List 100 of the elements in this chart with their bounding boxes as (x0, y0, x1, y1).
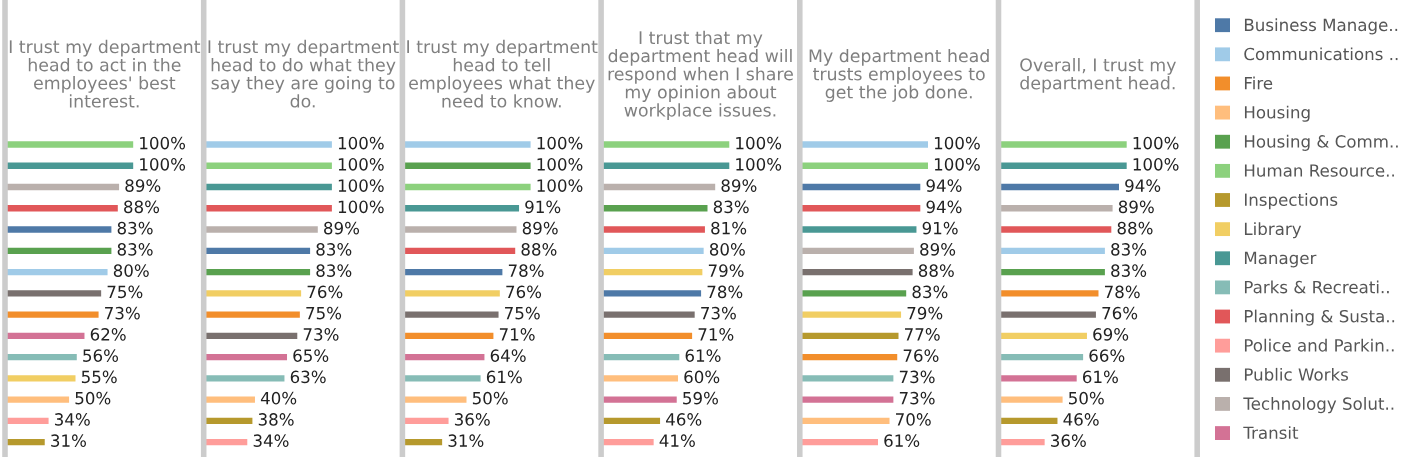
bar (998, 183, 1119, 191)
data-label: 89% (324, 221, 360, 235)
bar (5, 396, 70, 403)
data-label: 100% (736, 136, 782, 150)
data-label: 76% (307, 285, 343, 299)
data-label: 79% (708, 264, 744, 277)
bar (998, 268, 1105, 276)
bar (601, 268, 703, 276)
data-label: 73% (899, 391, 935, 405)
bar (402, 353, 485, 361)
bar (998, 226, 1112, 233)
data-label: 34% (253, 434, 289, 447)
data-label: 73% (899, 370, 935, 384)
data-label: 100% (338, 179, 384, 192)
bar (998, 162, 1127, 169)
chart-title: I trust my department head to act in the employees' best interest. (9, 39, 201, 108)
data-label: 73% (105, 306, 140, 320)
data-label: 76% (506, 285, 542, 299)
data-label: 80% (113, 264, 149, 277)
bar (402, 205, 520, 212)
data-label: 69% (1093, 328, 1129, 341)
data-label: 50% (1069, 391, 1104, 405)
data-label: 100% (1133, 136, 1179, 150)
bar (203, 162, 332, 169)
data-label: 71% (698, 328, 734, 341)
data-label: 100% (338, 200, 384, 214)
bar (203, 268, 311, 276)
data-label: 61% (1082, 370, 1118, 384)
data-label: 89% (125, 179, 161, 192)
data-label: 73% (701, 306, 736, 320)
data-label: 71% (499, 328, 535, 341)
data-label: 65% (293, 349, 329, 362)
bar (5, 353, 77, 361)
bar (5, 162, 134, 169)
bar (402, 332, 494, 340)
data-label: 83% (713, 200, 749, 214)
bar (5, 141, 134, 148)
category-label: Transit (1243, 426, 1299, 440)
bar (5, 268, 108, 276)
data-label: 89% (920, 243, 956, 256)
data-label: 61% (884, 434, 920, 447)
category-label: Police and Parkin.. (1244, 338, 1394, 352)
bar (203, 205, 332, 212)
bar (402, 311, 499, 318)
data-label: 100% (140, 136, 186, 150)
data-label: 88% (521, 243, 557, 256)
category-label: Public Works (1244, 367, 1349, 381)
bar (402, 141, 531, 148)
bar (203, 396, 255, 403)
bar (998, 332, 1087, 340)
bar (5, 311, 99, 318)
data-label: 76% (1102, 306, 1138, 320)
bar (601, 438, 654, 446)
category-label: Housing (1244, 105, 1310, 122)
category-label: Library (1244, 222, 1302, 239)
data-label: 100% (140, 158, 186, 171)
bar (203, 375, 285, 382)
bar (601, 162, 730, 169)
bar (5, 375, 76, 382)
bar (402, 290, 500, 297)
data-label: 64% (490, 349, 526, 362)
data-label: 75% (306, 306, 342, 320)
bar (998, 290, 1099, 297)
data-label: 60% (684, 370, 720, 384)
data-label: 89% (522, 221, 558, 235)
bar (203, 290, 302, 297)
data-label: 88% (1117, 221, 1153, 235)
data-label: 31% (448, 434, 484, 447)
data-label: 31% (51, 434, 86, 447)
bar (601, 311, 695, 318)
data-label: 83% (1111, 243, 1147, 256)
bar (203, 311, 300, 318)
data-label: 73% (303, 328, 339, 341)
data-label: 50% (75, 391, 111, 405)
bar (203, 353, 288, 361)
chart-title: Overall, I trust my department head. (1020, 57, 1176, 93)
data-label: 83% (912, 285, 948, 299)
data-label: 94% (926, 179, 962, 192)
data-label: 100% (1133, 158, 1179, 171)
data-label: 91% (525, 200, 561, 214)
bar (998, 141, 1127, 148)
data-label: 94% (926, 200, 962, 214)
data-label: 78% (508, 264, 544, 277)
chart-title: I trust that my department head will respond when I share my opinion about workplace issues. (608, 30, 793, 121)
bar (5, 183, 120, 191)
bar (601, 183, 716, 191)
category-label: Inspections (1244, 193, 1338, 210)
data-label: 100% (537, 179, 583, 192)
bar (203, 247, 311, 255)
data-label: 81% (711, 221, 747, 235)
data-label: 76% (903, 349, 939, 362)
bar (203, 183, 332, 191)
bar (998, 311, 1096, 318)
bar (203, 141, 332, 148)
data-label: 46% (666, 413, 702, 426)
data-label: 80% (709, 243, 745, 256)
data-label: 38% (258, 413, 294, 426)
bar (5, 226, 112, 233)
bar (601, 205, 708, 212)
data-label: 100% (338, 136, 384, 150)
